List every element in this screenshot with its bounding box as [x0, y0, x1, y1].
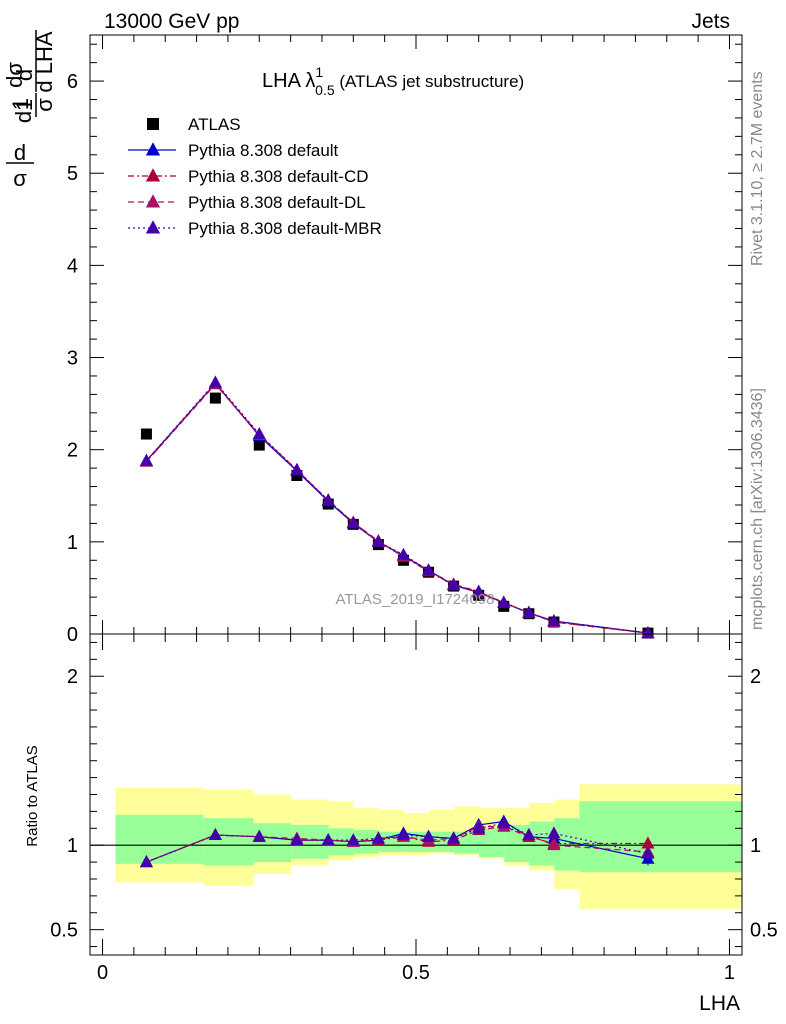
series-marker-mbr	[547, 614, 561, 627]
svg-text:1: 1	[12, 99, 37, 111]
ratio-marker-mbr	[321, 833, 335, 846]
ratio-marker-mbr	[497, 816, 511, 829]
main-ylabel-ratio: d	[11, 111, 36, 123]
svg-text:σ: σ	[13, 166, 27, 191]
ratio-marker-mbr	[208, 828, 222, 841]
series-marker-mbr	[641, 626, 655, 639]
legend-marker-default	[145, 142, 161, 156]
series-marker-mbr	[472, 584, 486, 597]
y-tick-label: 4	[67, 255, 78, 277]
ratio-marker-mbr	[252, 829, 266, 842]
ratio-marker-dl	[547, 838, 561, 851]
ratio-y-tick-label-right: 2	[750, 666, 761, 688]
legend-label: Pythia 8.308 default	[188, 141, 339, 160]
y-tick-label: 6	[67, 71, 78, 93]
series-marker-mbr	[371, 534, 385, 547]
ratio-marker-mbr	[346, 833, 360, 846]
header-jets: Jets	[691, 10, 730, 33]
series-marker-mbr	[346, 516, 360, 529]
ratio-marker-mbr	[547, 826, 561, 839]
ratio-y-tick-label-right: 0.5	[750, 920, 778, 942]
ratio-marker-cd	[641, 836, 655, 849]
legend-label: Pythia 8.308 default-DL	[188, 193, 366, 212]
series-marker-mbr	[321, 493, 335, 506]
ratio-marker-mbr	[290, 833, 304, 846]
series-marker-mbr	[290, 462, 304, 475]
main-ylabel: d 1 σ	[6, 98, 34, 191]
atlas-data-point	[253, 439, 265, 451]
x-tick-label: 0.5	[402, 962, 430, 984]
x-axis-label: LHA	[699, 992, 740, 1015]
series-marker-mbr	[497, 595, 511, 608]
series-marker-mbr	[396, 547, 410, 560]
main-series-group	[139, 375, 655, 639]
ratio-bands	[90, 784, 743, 910]
ratio-ylabel: Ratio to ATLAS	[24, 745, 41, 846]
legend-label: ATLAS	[188, 115, 241, 134]
legend-marker-cd	[145, 168, 161, 182]
legend-marker-atlas	[147, 118, 159, 130]
mcplots-label: mcplots.cern.ch [arXiv:1306.3436]	[749, 388, 766, 630]
main-ylabel-frac: 1 σ d dσ d LHA	[2, 30, 57, 117]
ratio-band-inner	[253, 823, 292, 863]
rivet-label: Rivet 3.1.10, ≥ 2.7M events	[749, 71, 766, 266]
ratio-marker-mbr	[371, 831, 385, 844]
ratio-band-inner	[554, 818, 580, 871]
y-tick-label: 0	[67, 624, 78, 646]
x-tick-label: 1	[724, 962, 735, 984]
header-energy: 13000 GeV pp	[104, 10, 239, 33]
ratio-y-tick-label-right: 1	[750, 835, 761, 857]
ratio-y-tick-label: 0.5	[50, 920, 78, 942]
atlas-data-point	[140, 428, 152, 440]
legend: ATLAS Pythia 8.308 default Pythia 8.308 de…	[128, 115, 382, 238]
ratio-series-group	[139, 814, 655, 868]
y-tick-label: 2	[67, 440, 78, 462]
svg-text:dσ: dσ	[2, 62, 27, 88]
y-tick-label: 1	[67, 532, 78, 554]
ratio-marker-mbr	[522, 828, 536, 841]
legend-marker-mbr	[145, 220, 161, 234]
watermark: ATLAS_2019_I1724098	[335, 591, 494, 608]
legend-label: Pythia 8.308 default-CD	[188, 167, 369, 186]
ratio-axes: 0.5 0.5 1 1 2 2 0 0.5 1	[50, 633, 778, 984]
ratio-band-inner	[454, 831, 480, 854]
ratio-marker-mbr	[396, 828, 410, 841]
series-marker-mbr	[139, 453, 153, 466]
y-tick-label: 3	[67, 348, 78, 370]
svg-text:1: 1	[8, 98, 33, 110]
svg-text:σ: σ	[32, 98, 57, 112]
ratio-band-inner	[353, 829, 379, 854]
series-marker-mbr	[522, 605, 536, 618]
ratio-line-mbr	[146, 822, 649, 863]
ratio-y-tick-label: 1	[67, 835, 78, 857]
ratio-marker-mbr	[422, 829, 436, 842]
ratio-marker-mbr	[139, 855, 153, 868]
ratio-marker-mbr	[472, 821, 486, 834]
legend-label: Pythia 8.308 default-MBR	[188, 219, 382, 238]
ratio-y-tick-label: 2	[67, 666, 78, 688]
ratio-marker-mbr	[447, 831, 461, 844]
legend-marker-dl	[145, 194, 161, 208]
series-marker-mbr	[422, 563, 436, 576]
svg-text:d: d	[11, 111, 36, 123]
series-marker-mbr	[252, 427, 266, 440]
svg-text:d: d	[12, 69, 37, 81]
main-plot-area	[90, 35, 742, 634]
svg-text:d LHA: d LHA	[32, 31, 57, 92]
main-panel	[90, 35, 742, 634]
ratio-band-inner	[579, 801, 743, 873]
ratio-marker-mbr	[641, 846, 655, 859]
ratio-band-inner	[203, 818, 254, 866]
ratio-band-inner	[115, 814, 204, 864]
series-marker-mbr	[208, 375, 222, 388]
atlas-data-point	[209, 392, 221, 404]
x-tick-label: 0	[97, 962, 108, 984]
ratio-band-inner	[378, 831, 404, 852]
series-marker-mbr	[447, 578, 461, 591]
main-title: LHA λ1 0.5 (ATLAS jet substructure)	[262, 64, 524, 98]
svg-text:d: d	[14, 140, 26, 165]
y-tick-label: 5	[67, 163, 78, 185]
